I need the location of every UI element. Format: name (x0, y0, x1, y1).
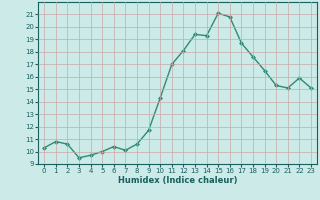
X-axis label: Humidex (Indice chaleur): Humidex (Indice chaleur) (118, 176, 237, 185)
